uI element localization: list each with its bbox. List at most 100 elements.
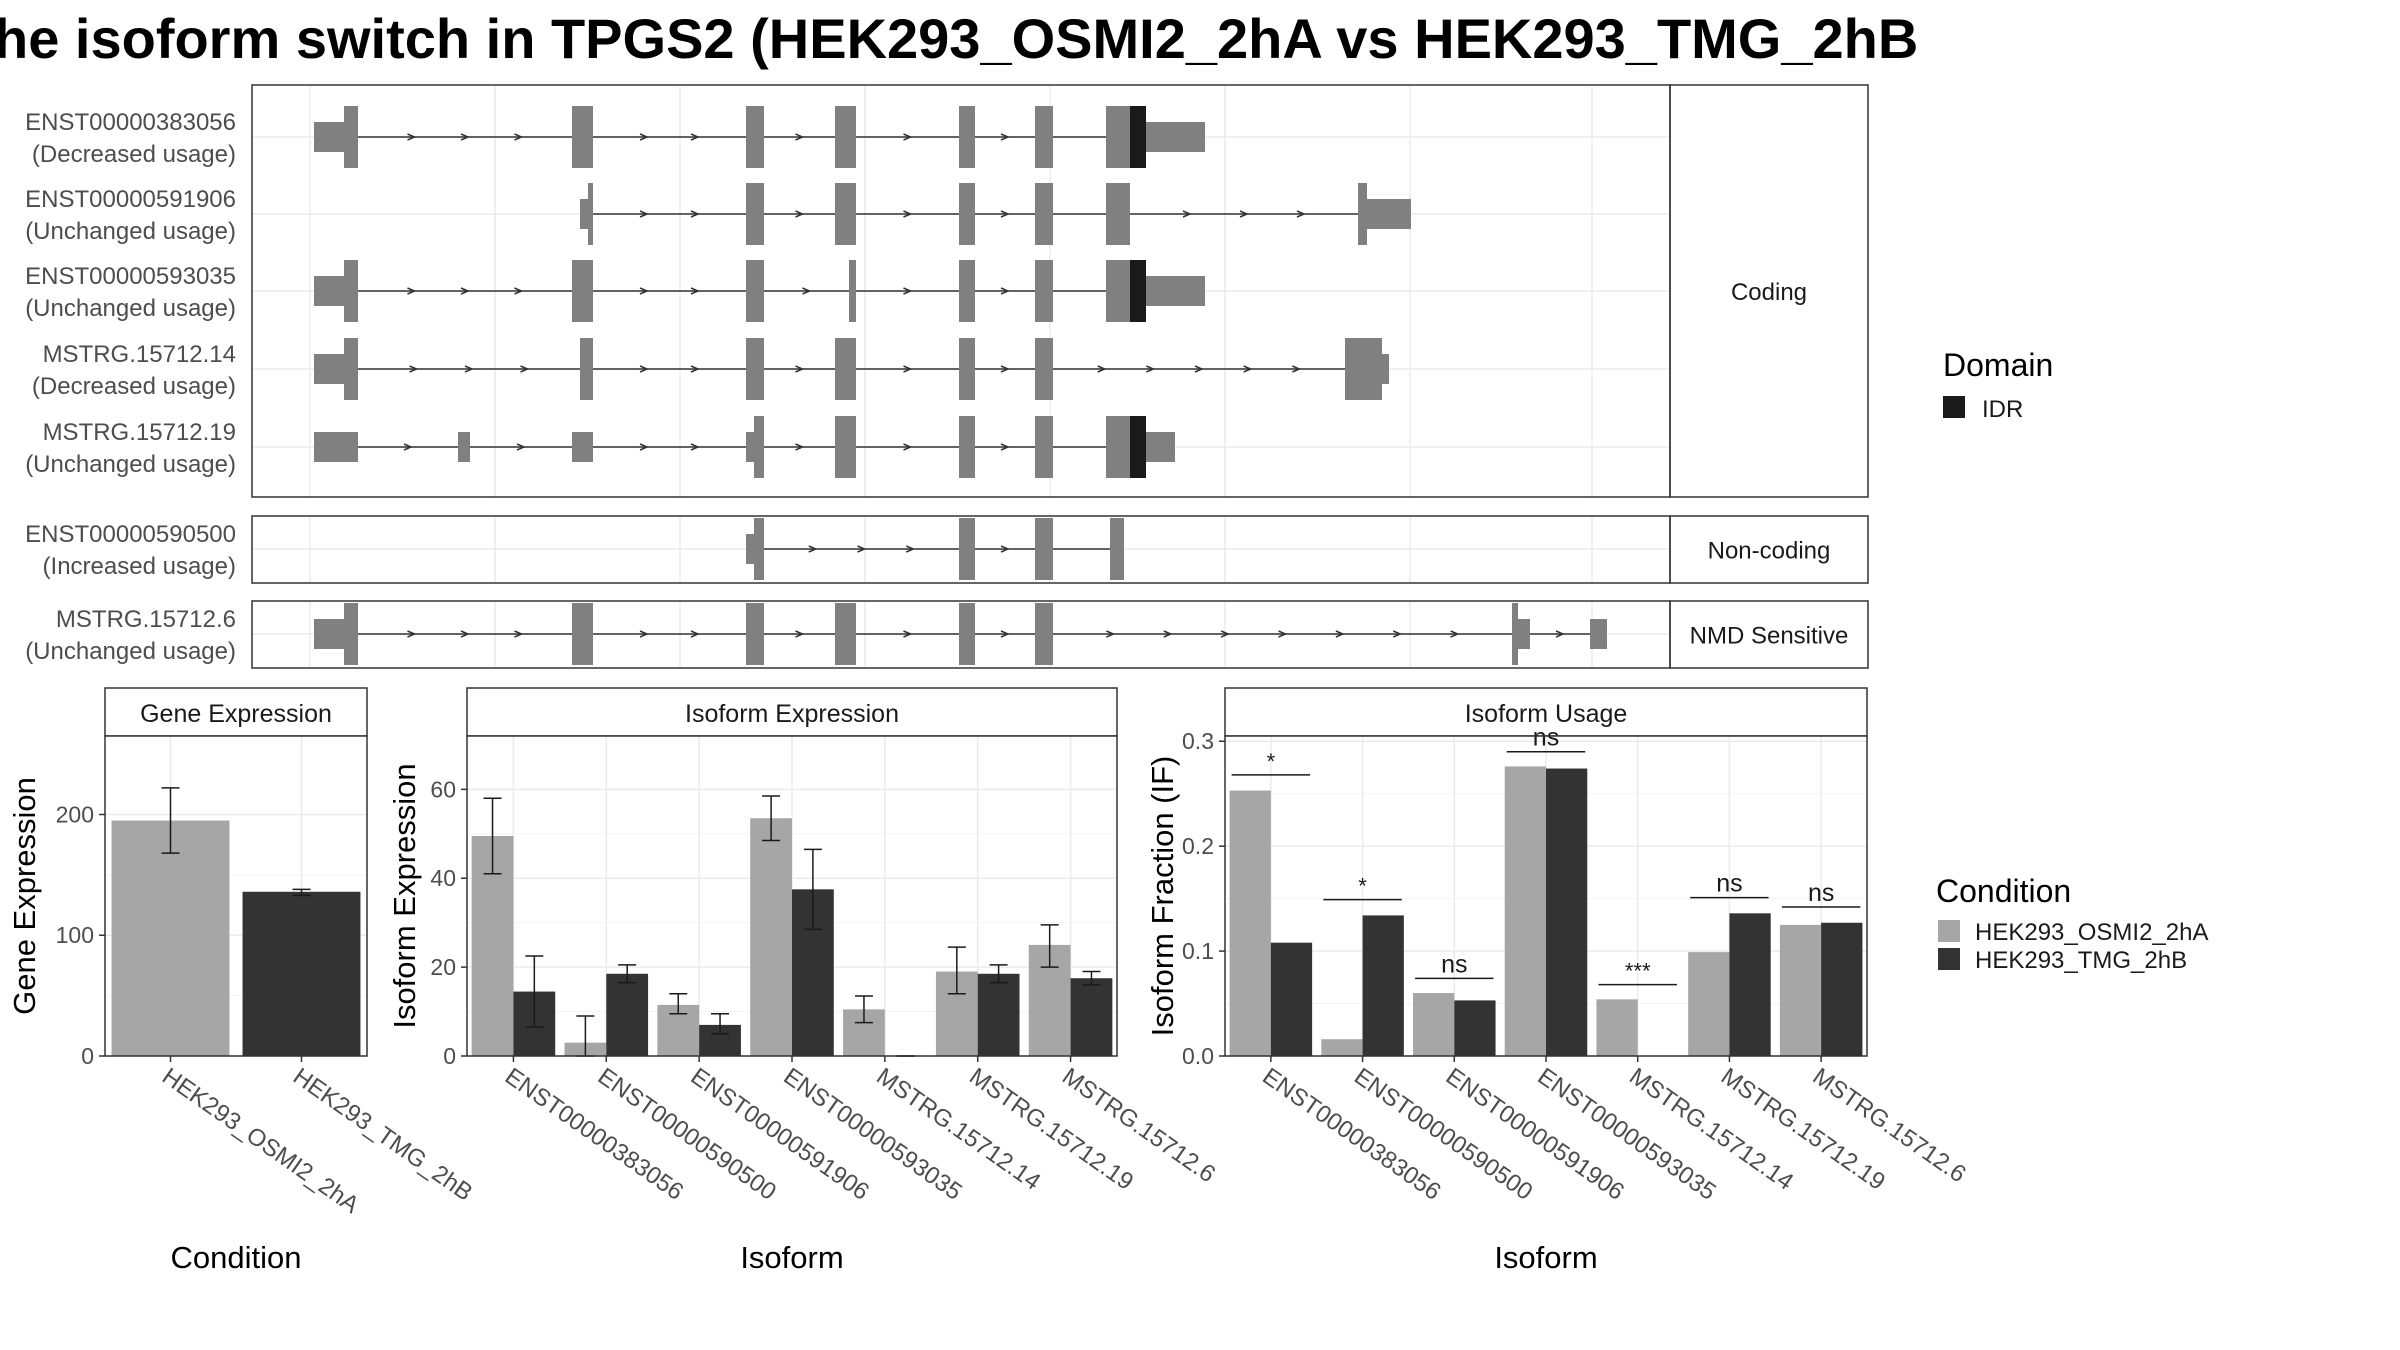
intron-arrow [1194,365,1204,373]
exon [1146,276,1205,306]
x-tick-label: MSTRG.15712.6 [1808,1063,1971,1188]
intron-arrow [903,210,913,218]
intron-arrow [1239,210,1249,218]
exon [746,432,754,462]
exon [1146,122,1205,152]
y-tick-label: 0.1 [1182,938,1214,964]
domain-legend-key [1943,396,1965,418]
transcript-usage-label: (Unchanged usage) [25,451,236,478]
intron-arrow [1335,630,1345,638]
bar [1596,999,1638,1056]
bar [1779,924,1822,1056]
intron-arrow [464,365,474,373]
bar [977,973,1020,1056]
transcript-usage-label: (Decreased usage) [32,373,236,400]
transcript-usage-label: (Unchanged usage) [25,218,236,245]
significance-label: ns [1441,950,1467,978]
bar [1321,1039,1363,1056]
intron-arrow [1243,365,1253,373]
exon [959,518,975,580]
exon [1106,106,1130,168]
intron-arrow [514,630,524,638]
y-tick-label: 40 [430,865,456,891]
chart-title: Isoform Usage [1465,700,1628,728]
intron-arrow [795,443,805,451]
x-axis-title: Condition [171,1240,302,1275]
transcript-usage-label: (Increased usage) [43,553,236,580]
bar [1362,915,1404,1056]
significance-label: * [1267,749,1276,774]
intron-arrow [1220,630,1231,638]
domain-legend-title: Domain [1943,347,2053,383]
intron-arrow [1296,210,1306,218]
intron-arrow [460,630,470,638]
transcript-label: MSTRG.15712.19 [43,419,236,446]
y-tick-label: 0 [443,1043,456,1069]
intron-arrow [1000,287,1010,295]
exon [580,199,588,229]
significance-label: *** [1625,959,1651,984]
intron-arrow [903,365,913,373]
bar [1070,978,1113,1056]
intron-arrow [460,133,470,141]
exon [1035,260,1053,322]
exon [1035,603,1053,665]
bar [1821,922,1863,1056]
exon [746,534,754,564]
intron-arrow [1292,365,1302,373]
intron-arrow [795,365,805,373]
transcript-usage-label: (Unchanged usage) [25,638,236,665]
significance-label: ns [1533,724,1559,752]
exon [835,106,856,168]
intron-arrow [1000,630,1010,638]
y-tick-label: 0.0 [1182,1043,1214,1069]
transcript-label: ENST00000593035 [25,263,236,290]
intron-arrow [1000,133,1010,141]
intron-arrow [409,365,419,373]
y-tick-label: 0 [81,1043,94,1069]
intron-arrow [802,287,812,295]
chart-strip [104,687,368,737]
transcript-label: ENST00000591906 [25,186,236,213]
exon [314,276,344,306]
x-tick-label: MSTRG.15712.19 [964,1063,1138,1196]
exon [959,416,975,478]
bar [750,818,792,1056]
intron-arrow [1097,365,1107,373]
intron-arrow [1450,630,1460,638]
bar [1546,768,1588,1056]
intron-arrow [407,287,417,295]
bar [1729,913,1771,1056]
exon [1035,338,1053,400]
condition-legend-key [1938,948,1960,970]
intron-arrow [690,210,700,218]
structure-strip [1669,84,1869,498]
transcript-label: ENST00000590500 [25,521,236,548]
transcript-usage-label: (Decreased usage) [32,141,236,168]
exon [959,260,975,322]
exon [746,603,764,665]
exon [1590,619,1607,649]
structure-strip-label: NMD Sensitive [1690,623,1849,650]
exon [458,432,470,462]
y-axis-title: Isoform Fraction (IF) [1145,756,1180,1037]
x-tick-label: MSTRG.15712.19 [1716,1063,1890,1196]
exon [835,416,856,478]
bar [1413,993,1455,1056]
domain-legend-label: IDR [1982,396,2023,423]
y-tick-label: 0.2 [1182,833,1214,859]
exon [746,338,764,400]
exon [959,106,975,168]
intron-arrow [795,630,805,638]
intron-arrow [407,630,417,638]
exon [835,183,856,245]
intron-arrow [514,287,524,295]
intron-arrow [690,287,700,295]
exon [1512,603,1518,665]
intron-arrow [690,630,700,638]
bar [606,973,649,1056]
exon [1035,518,1053,580]
intron-arrow [514,133,524,141]
y-tick-label: 20 [430,954,456,980]
y-tick-label: 0.3 [1182,728,1214,754]
